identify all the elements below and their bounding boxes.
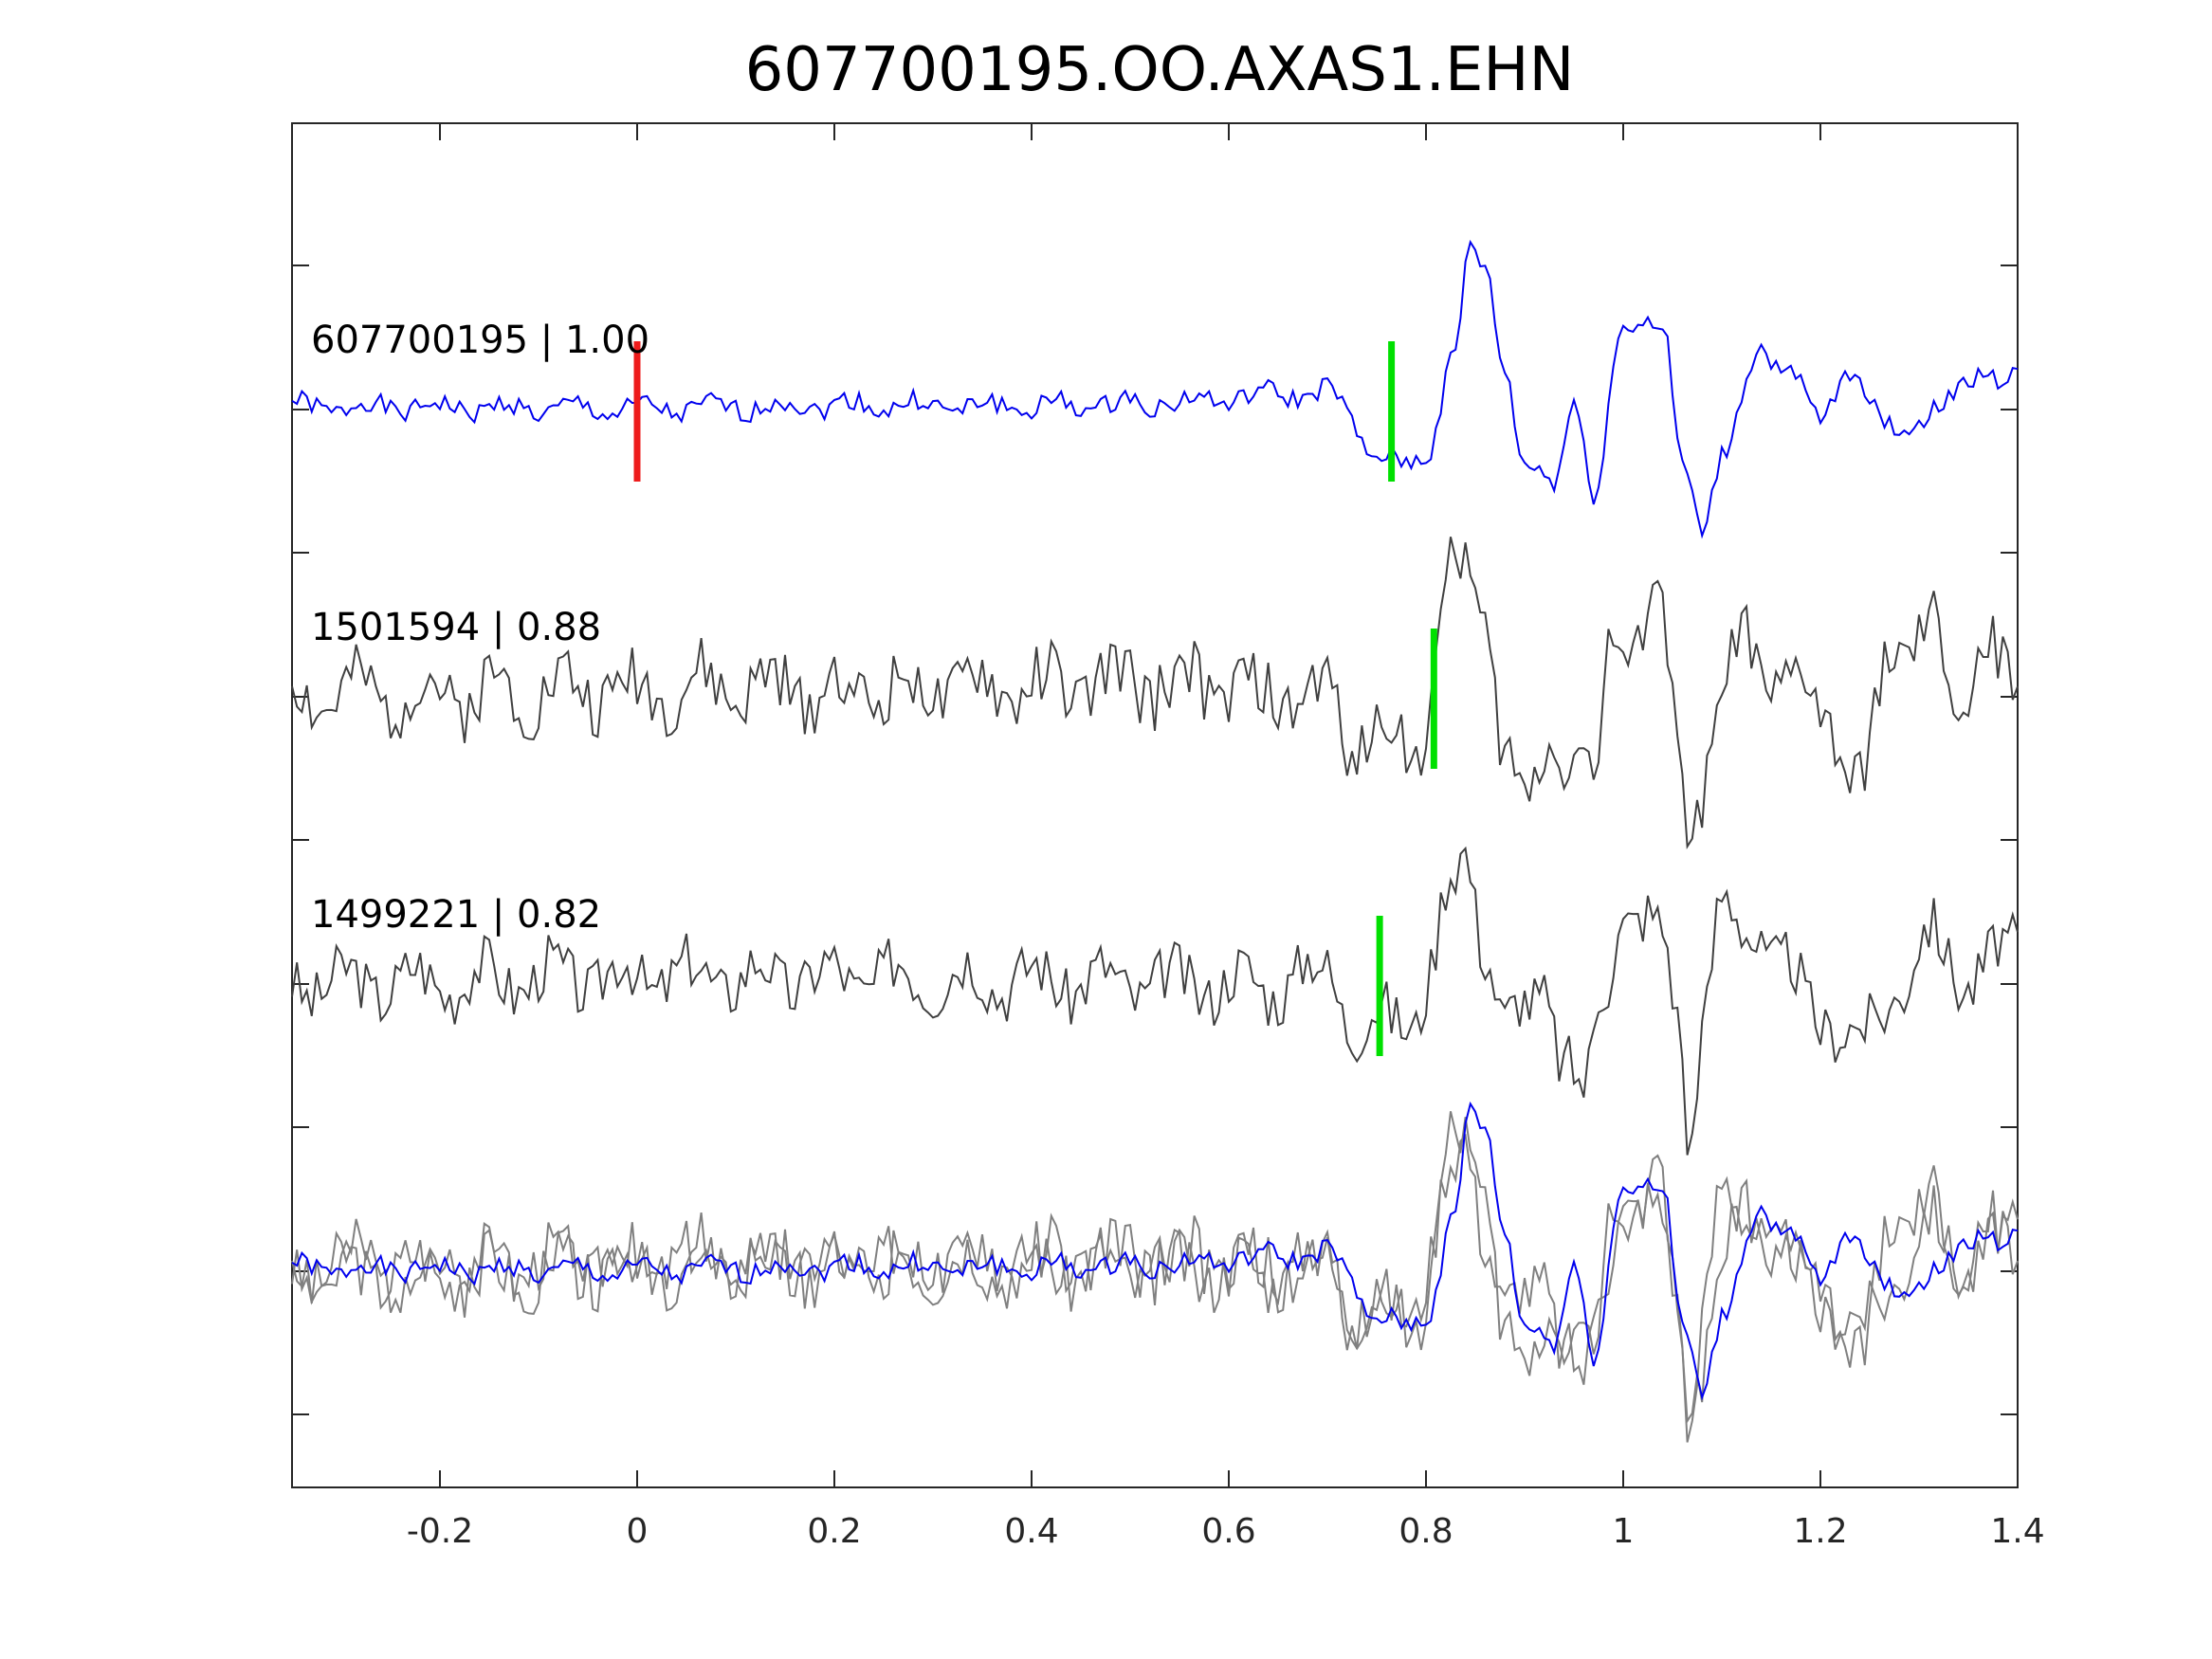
plot-frame — [291, 122, 2019, 1488]
trace-label-1501594: 1501594 | 0.88 — [311, 606, 601, 649]
overlay-trace-607700195 — [291, 1101, 2019, 1401]
x-tick-label: 0 — [627, 1512, 649, 1551]
pick-markers — [633, 341, 1437, 1056]
x-tick-label: 1.4 — [1990, 1512, 2044, 1551]
x-tick-label: 1 — [1613, 1512, 1635, 1551]
x-tick-label: -0.2 — [407, 1512, 473, 1551]
x-tick-label: 0.4 — [1004, 1512, 1058, 1551]
trace-line-607700195 — [291, 239, 2019, 539]
trace-stack — [291, 239, 2019, 1156]
chart-title: 607700195.OO.AXAS1.EHN — [745, 35, 1575, 105]
x-tick-label: 0.6 — [1201, 1512, 1255, 1551]
trace-label-1499221: 1499221 | 0.82 — [311, 893, 601, 937]
overlay-trace-1499221 — [291, 1133, 2019, 1443]
x-tick-label: 0.8 — [1398, 1512, 1453, 1551]
trace-line-1499221 — [291, 846, 2019, 1156]
trace-line-1501594 — [291, 537, 2019, 850]
x-tick-label: 1.2 — [1793, 1512, 1847, 1551]
overlay-trace-1501594 — [291, 1111, 2019, 1425]
trace-label-607700195: 607700195 | 1.00 — [311, 319, 649, 362]
axes: -0.2 0 0.2 0.4 0.6 0.8 1 1.2 1.4 — [291, 122, 2045, 1551]
x-tick-label: 0.2 — [807, 1512, 861, 1551]
trace-labels: 607700195 | 1.00 1501594 | 0.88 1499221 | … — [311, 319, 649, 937]
overlay-panel — [291, 1101, 2019, 1443]
